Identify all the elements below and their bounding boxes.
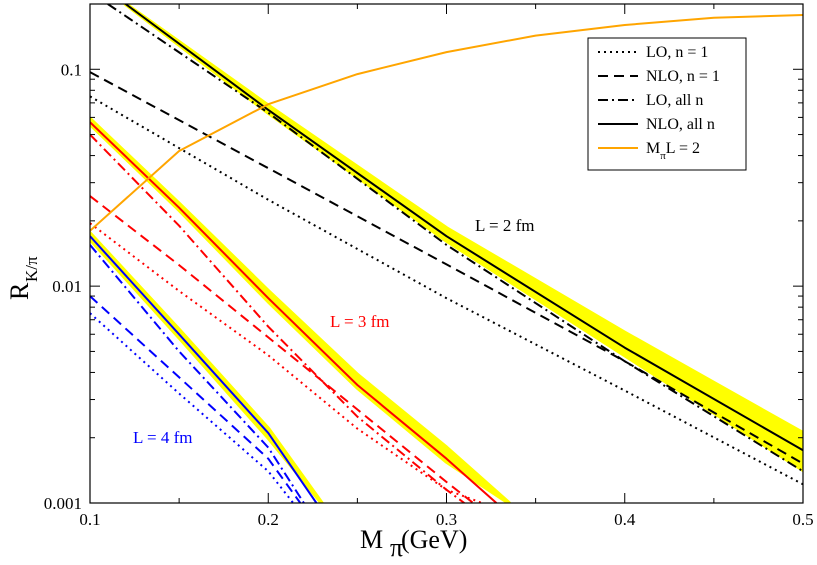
legend: LO, n = 1 NLO, n = 1 LO, all n NLO, all n Mπ… [587,37,747,171]
x-axis-title-unit: (GeV) [401,525,467,554]
legend-label: NLO, n = 1 [646,68,720,85]
x-axis-title-sub: π [390,533,403,562]
tick-labels: 0.1 0.2 0.3 0.4 0.5 0.001 0.01 0.1 [44,60,814,529]
x-axis-title-main: M [360,525,383,554]
series-L3-solid [90,121,498,503]
series-mpil-2 [90,14,803,232]
series-L4-solid [90,235,318,503]
annotation-L4-fm: L = 4 fm [133,428,192,447]
series-L2-dashdot [107,4,803,473]
series-L4-dotted [90,312,294,503]
series-group [90,4,803,503]
plot-frame [89,3,804,504]
legend-label: MπL = 2 [646,140,700,162]
y-tick-label: 0.01 [52,277,82,296]
y-axis-title-main: R [5,282,34,300]
series-L3-dotted [90,222,483,503]
series-L2-solid [125,4,803,452]
x-tick-label: 0.2 [258,510,279,529]
series-L3-dashdot [90,133,465,503]
annotation-L2-fm: L = 2 fm [475,216,534,235]
x-axis-title: M π (GeV) [360,525,467,562]
y-tick-label: 0.1 [61,60,82,79]
series-L2-dotted [90,95,803,486]
y-axis-title: R K/π [5,256,41,300]
x-tick-label: 0.3 [436,510,457,529]
y-tick-label: 0.001 [44,494,82,513]
legend-label: NLO, all n [646,116,715,133]
series-L4-dashed [90,295,302,503]
legend-label: LO, all n [646,92,703,109]
x-tick-label: 0.5 [792,510,813,529]
annotation-L3-fm: L = 3 fm [330,312,389,331]
series-L4-dashdot [90,244,305,503]
annotations: L = 2 fm L = 3 fm L = 4 fm [133,216,534,447]
legend-label: LO, n = 1 [646,44,708,61]
error-band-L3 [90,117,511,503]
x-tick-label: 0.1 [79,510,100,529]
y-axis-title-sub: K/π [22,256,41,282]
x-tick-label: 0.4 [614,510,636,529]
